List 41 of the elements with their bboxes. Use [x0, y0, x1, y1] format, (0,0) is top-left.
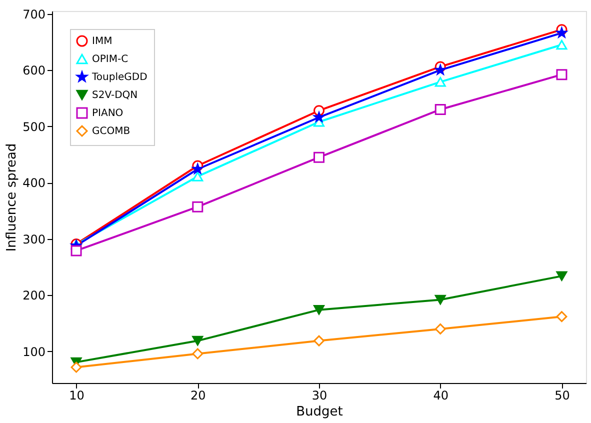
point [192, 336, 204, 346]
y-tick-label: 500 [22, 120, 46, 134]
y-tick-label: 300 [22, 232, 46, 246]
point [314, 304, 324, 315]
legend-label: GCOMB [92, 126, 130, 137]
legend-label: IMM [92, 36, 112, 47]
legend-label: S2V-DQN [92, 90, 138, 101]
point [556, 311, 568, 322]
point [556, 27, 567, 38]
x-tick-label: 40 [433, 388, 449, 402]
point [434, 77, 446, 87]
point [556, 69, 568, 80]
point [314, 152, 324, 163]
x-axis-title: Budget [296, 404, 343, 420]
y-tick-label: 700 [22, 7, 46, 22]
legend-label: OPIM-C [92, 54, 128, 65]
y-tick-label: 100 [22, 344, 46, 359]
point [556, 40, 568, 50]
x-tick-label: 20 [190, 388, 206, 402]
point [192, 348, 204, 360]
point [314, 112, 324, 122]
point [192, 172, 204, 182]
legend-label: ToupleGDD [91, 72, 148, 83]
x-tick-label: 50 [554, 388, 570, 402]
point [192, 201, 204, 212]
y-tick-label: 600 [22, 64, 46, 78]
y-axis-title: Influence spread [4, 143, 20, 252]
point [435, 64, 446, 75]
point [434, 104, 446, 115]
point [434, 294, 446, 305]
point [434, 323, 446, 334]
x-tick-label: 30 [312, 388, 328, 402]
point [70, 362, 82, 373]
y-tick-label: 400 [22, 176, 46, 190]
point [314, 335, 324, 346]
x-tick-label: 10 [69, 388, 84, 402]
legend-label: PIANO [92, 108, 124, 119]
point [556, 271, 568, 281]
point [192, 164, 203, 174]
point [70, 245, 82, 256]
y-tick-label: 200 [22, 288, 46, 303]
